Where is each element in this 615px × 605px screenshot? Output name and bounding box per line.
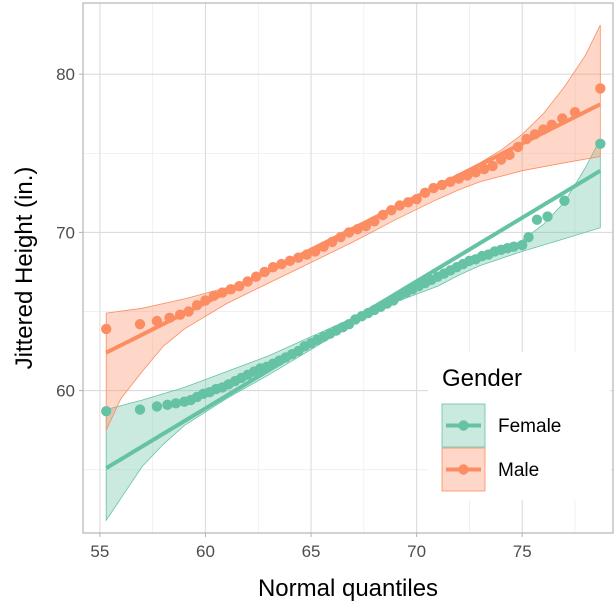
panel-border <box>82 2 614 534</box>
male-data-point <box>310 246 321 257</box>
male-data-point <box>101 323 112 335</box>
male-data-point <box>217 287 228 298</box>
y-tick-label: 80 <box>56 65 75 84</box>
male-data-point <box>318 241 329 252</box>
y-tick-label: 70 <box>56 223 75 242</box>
female-data-point <box>523 231 534 243</box>
male-data-point <box>164 312 175 324</box>
male-legend-point <box>458 464 469 475</box>
female-data-point <box>559 195 570 206</box>
male-data-point <box>191 299 203 311</box>
female-legend-point <box>458 420 469 431</box>
male-data-point <box>360 220 372 232</box>
male-data-point <box>394 200 405 211</box>
male-data-point <box>234 280 245 292</box>
legend-title: Gender <box>442 365 522 392</box>
male-data-point <box>134 318 146 330</box>
y-axis-title: Jittered Height (in.) <box>11 167 38 370</box>
male-data-point <box>250 271 262 282</box>
female-legend-label: Female <box>498 416 561 437</box>
legend-keys: Female Male <box>441 403 561 492</box>
female-data-point <box>531 214 543 225</box>
female-data-point <box>162 399 173 411</box>
male-data-point <box>293 252 304 263</box>
male-data-point <box>276 258 287 270</box>
male-data-point <box>478 163 490 175</box>
male-data-point <box>470 167 481 178</box>
male-data-point <box>411 193 422 205</box>
male-data-point <box>428 182 439 194</box>
male-data-point <box>445 176 456 187</box>
male-data-point <box>301 249 313 260</box>
female-data-point <box>517 239 528 251</box>
male-data-point <box>326 236 338 248</box>
male-data-point <box>151 315 163 327</box>
male-data-point <box>208 290 220 301</box>
female-data-point <box>508 241 519 252</box>
male-data-point <box>595 83 606 94</box>
male-data-point <box>557 113 568 124</box>
male-data-point <box>504 149 515 161</box>
female-data-point <box>151 401 163 412</box>
y-tick-label: 60 <box>56 382 75 401</box>
male-data-point <box>436 179 448 191</box>
male-data-point <box>529 129 541 140</box>
x-tick-label: 60 <box>196 542 215 561</box>
male-data-point <box>546 119 557 131</box>
male-data-point <box>521 133 532 145</box>
male-data-point <box>569 106 581 118</box>
male-data-point <box>453 173 465 184</box>
male-data-point <box>343 227 355 238</box>
male-data-point <box>487 160 498 172</box>
male-data-point <box>402 197 414 208</box>
male-data-point <box>259 266 270 278</box>
male-data-point <box>377 209 389 221</box>
male-data-point <box>512 141 524 153</box>
female-confidence-band <box>105 138 601 522</box>
female-data-point <box>595 138 606 150</box>
female-data-point <box>542 211 553 222</box>
male-data-point <box>352 224 363 235</box>
male-data-point <box>183 306 194 317</box>
female-data-point <box>134 404 146 415</box>
male-data-point <box>538 124 549 135</box>
male-data-point <box>284 255 296 267</box>
male-data-point <box>335 231 346 243</box>
plot-panel <box>82 2 614 534</box>
x-tick-label: 70 <box>407 542 426 561</box>
male-data-point <box>369 216 380 227</box>
female-data-point <box>101 405 112 417</box>
male-data-point <box>242 276 253 287</box>
x-tick-label: 55 <box>90 542 109 561</box>
x-tick-label: 65 <box>302 542 321 561</box>
male-data-point <box>495 154 507 165</box>
legend: Gender Female Male <box>428 352 610 500</box>
male-data-point <box>267 262 279 273</box>
male-data-point <box>225 284 237 295</box>
female-data-point <box>170 398 182 409</box>
male-data-point <box>200 295 211 306</box>
male-data-point <box>174 309 186 320</box>
x-axis-title: Normal quantiles <box>258 575 438 602</box>
axis-ticks: 55 60 65 70 75 60 70 80 <box>56 65 532 561</box>
male-data-point <box>419 187 431 199</box>
male-data-point <box>462 170 473 181</box>
male-data-point <box>386 205 397 216</box>
male-legend-label: Male <box>498 460 539 481</box>
x-tick-label: 75 <box>513 542 532 561</box>
data-points <box>101 83 606 417</box>
